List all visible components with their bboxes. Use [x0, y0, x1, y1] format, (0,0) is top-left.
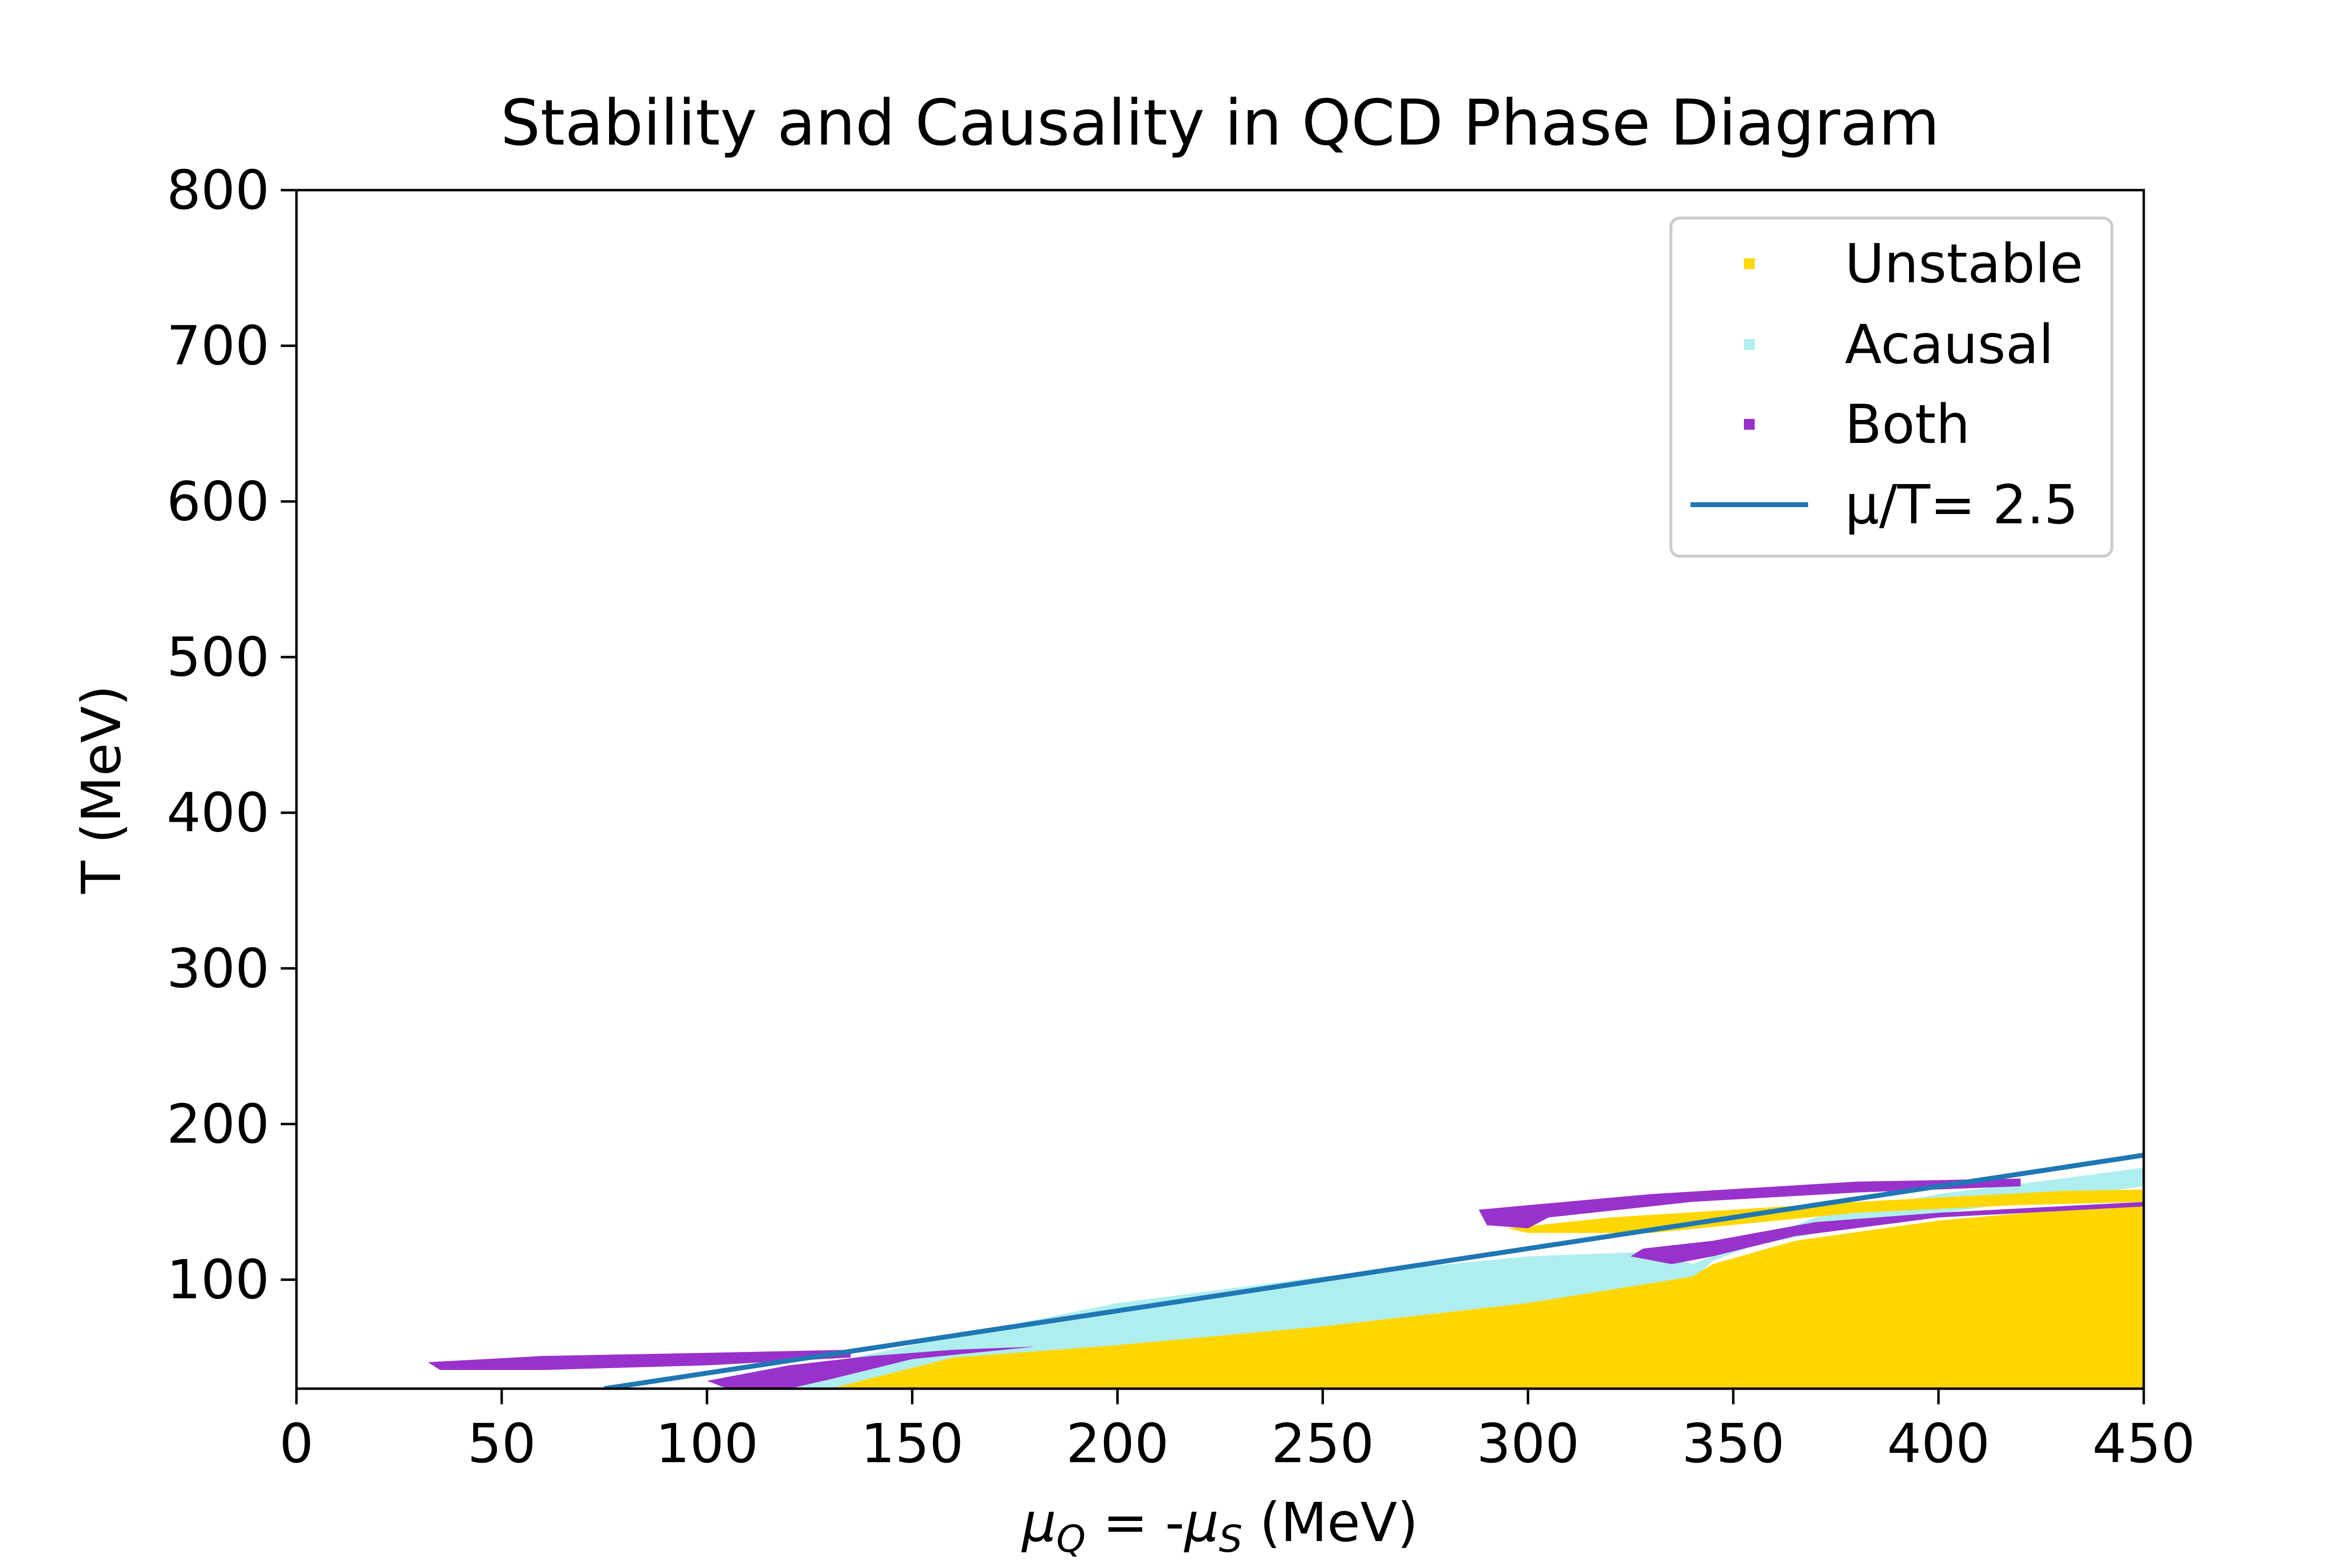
legend-label-acausal: Acausal	[1845, 313, 2054, 376]
y-axis-label: T (MeV)	[70, 685, 133, 894]
phase-regions	[428, 1167, 2144, 1389]
legend-marker-both	[1744, 419, 1755, 430]
region-both-5	[1478, 1178, 2021, 1228]
x-axis-label: μQ = -μS (MeV)	[1021, 1491, 1419, 1561]
y-tick-label: 200	[167, 1093, 270, 1155]
x-tick-label: 250	[1271, 1412, 1374, 1475]
x-tick-label: 200	[1066, 1412, 1169, 1475]
y-tick-label: 700	[167, 315, 270, 377]
plot-area	[428, 1152, 2144, 1389]
region-acausal-0	[707, 1167, 2144, 1389]
x-label-sub-q: Q	[1056, 1517, 1086, 1561]
x-axis: 0 50 100 150 200 250 300 350 400 450	[279, 1389, 2195, 1475]
x-tick-label: 300	[1476, 1412, 1579, 1475]
region-unstable-1	[830, 1205, 2144, 1389]
y-tick-label: 300	[167, 937, 270, 1000]
series-lines	[604, 1152, 2144, 1389]
y-tick-label: 600	[167, 470, 270, 533]
region-both-6	[1630, 1201, 2144, 1264]
y-tick-label: 500	[167, 626, 270, 688]
legend-marker-acausal	[1744, 339, 1755, 350]
plot-frame	[295, 189, 2145, 1390]
x-label-unit: (MeV)	[1243, 1491, 1419, 1554]
legend-label-both: Both	[1845, 393, 1970, 456]
region-unstable-2	[1507, 1189, 2144, 1233]
x-tick-label: 350	[1682, 1412, 1785, 1475]
x-label-mid: = -	[1086, 1491, 1185, 1554]
y-tick-label: 400	[167, 782, 270, 844]
legend-marker-unstable	[1744, 258, 1755, 269]
x-label-mu-q: μ	[1021, 1491, 1056, 1554]
x-label-mu-s: μ	[1183, 1491, 1219, 1554]
x-label-sub-s: S	[1219, 1517, 1242, 1561]
chart-title: Stability and Causality in QCD Phase Dia…	[501, 87, 1940, 160]
region-both-3	[428, 1349, 851, 1370]
x-tick-label: 450	[2092, 1412, 2195, 1475]
y-tick-label: 800	[167, 159, 270, 221]
x-tick-label: 400	[1887, 1412, 1990, 1475]
x-tick-label: 150	[861, 1412, 964, 1475]
y-axis: 100 200 300 400 500 600 700 800	[167, 159, 296, 1311]
x-tick-label: 0	[279, 1412, 314, 1475]
legend: Unstable Acausal Both μ/T= 2.5	[1669, 217, 2113, 558]
series-line-0	[604, 1152, 2144, 1389]
legend-frame	[1669, 217, 2113, 558]
legend-label-unstable: Unstable	[1845, 232, 2083, 295]
legend-label-line: μ/T= 2.5	[1845, 473, 2078, 536]
region-both-4	[707, 1347, 1035, 1389]
y-tick-label: 100	[167, 1249, 270, 1311]
x-tick-label: 50	[467, 1412, 536, 1475]
x-tick-label: 100	[656, 1412, 759, 1475]
